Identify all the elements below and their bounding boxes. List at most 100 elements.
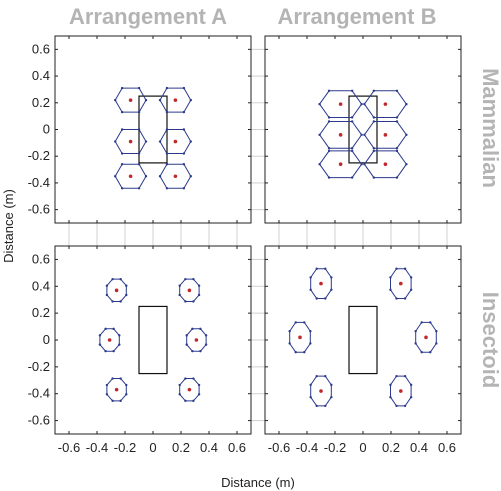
- polygon-vertex: [330, 276, 333, 279]
- foot-center-point: [107, 338, 112, 342]
- foot-center-point: [399, 281, 403, 286]
- polygon-vertex: [191, 327, 194, 331]
- polygon-vertex: [309, 383, 312, 387]
- y-tick-label: -0.6: [28, 413, 50, 428]
- polygon-vertex: [389, 383, 392, 387]
- x-tick-label: 0.6: [228, 440, 246, 455]
- polygon-vertex: [182, 86, 186, 90]
- polygon-vertex: [192, 377, 195, 380]
- polygon-vertex: [350, 149, 354, 153]
- col-title-arrangement-a: Arrangement A: [69, 4, 227, 29]
- polygon-vertex: [395, 176, 399, 179]
- polygon-vertex: [189, 175, 192, 178]
- polygon-vertex: [118, 343, 121, 346]
- foot-center-point: [399, 389, 403, 393]
- polygon-vertex: [360, 133, 363, 137]
- polygon-vertex: [403, 297, 407, 300]
- foot-center-point: [338, 133, 343, 137]
- polygon-vertex: [111, 277, 114, 281]
- polygon-vertex: [105, 383, 109, 387]
- polygon-vertex: [395, 267, 398, 270]
- polygon-vertex: [120, 86, 124, 90]
- polygon-vertex: [405, 133, 408, 137]
- polygon-vertex: [420, 351, 423, 354]
- polygon-vertex: [429, 351, 432, 354]
- polygon-vertex: [318, 102, 321, 106]
- polygon-vertex: [185, 343, 188, 346]
- polygon-vertex: [114, 98, 117, 102]
- polygon-vertex: [120, 128, 124, 131]
- x-tick-label: -0.4: [296, 440, 318, 455]
- foot-center-point: [114, 387, 119, 392]
- polygon-vertex: [409, 383, 413, 387]
- polygon-vertex: [330, 383, 333, 387]
- polygon-vertex: [165, 152, 169, 155]
- polygon-vertex: [395, 89, 399, 92]
- inter-panel-grid: [68, 48, 448, 422]
- y-tick-label: 0.2: [32, 305, 50, 320]
- polygon-vertex: [119, 377, 122, 380]
- polygon-vertex: [204, 334, 208, 337]
- polygon-vertex: [144, 140, 148, 143]
- polygon-vertex: [182, 163, 186, 166]
- polygon-vertex: [294, 351, 297, 354]
- polygon-vertex: [137, 163, 141, 166]
- x-tick-label: -0.6: [58, 440, 80, 455]
- polygon-vertex: [395, 120, 399, 123]
- polygon-vertex: [315, 267, 318, 270]
- polygon-vertex: [350, 120, 354, 123]
- polygon-vertex: [137, 128, 141, 131]
- polygon-vertex: [182, 152, 186, 155]
- polygon-vertex: [137, 86, 141, 90]
- polygon-vertex: [111, 399, 114, 403]
- x-tick-label: 0.4: [410, 440, 428, 455]
- foot-center-point: [338, 102, 343, 106]
- polygon-vertex: [288, 342, 291, 345]
- y-tick-label: 0.4: [32, 68, 50, 83]
- polygon-vertex: [125, 383, 128, 387]
- polygon-vertex: [303, 351, 306, 354]
- robot-body: [138, 95, 168, 164]
- panel-frame: [264, 35, 462, 224]
- polygon-vertex: [395, 116, 399, 119]
- polygon-vertex: [318, 163, 321, 166]
- y-tick-label: 0: [43, 332, 50, 347]
- polygon-vertex: [324, 404, 327, 408]
- polygon-vertex: [395, 297, 398, 300]
- x-tick-label: -0.4: [86, 440, 108, 455]
- polygon-vertex: [405, 102, 408, 106]
- y-tick-label: -0.6: [28, 202, 50, 217]
- polygon-vertex: [324, 297, 327, 300]
- foot-center-point: [194, 338, 199, 342]
- polygon-vertex: [112, 349, 115, 353]
- foot-center-point: [298, 335, 302, 340]
- panel-insectoid-arrangement-a: -0.6 -0.4 -0.2 0 0.2 0.4 0.6 -0.6 -0.4 -0.2 0 0.2 0.…: [28, 245, 252, 455]
- polygon-vertex: [125, 293, 128, 297]
- foot-center-point: [114, 288, 119, 293]
- polygon-vertex: [204, 343, 208, 346]
- foot-center-point: [338, 162, 343, 167]
- polygon-vertex: [184, 277, 187, 281]
- polygon-vertex: [119, 399, 122, 403]
- polygon-vertex: [98, 343, 102, 346]
- foot-center-point: [319, 389, 323, 393]
- row-title-insectoid: Insectoid: [478, 292, 501, 389]
- polygon-vertex: [178, 293, 181, 297]
- foot-center-point: [383, 162, 388, 167]
- polygon-vertex: [389, 276, 392, 279]
- polygon-vertex: [309, 329, 312, 333]
- polygon-vertex: [303, 321, 306, 324]
- foot-center-point: [128, 98, 133, 102]
- polygon-vertex: [395, 147, 399, 150]
- polygon-vertex: [158, 98, 162, 102]
- polygon-vertex: [324, 374, 327, 378]
- polygon-vertex: [165, 187, 169, 190]
- polygon-vertex: [158, 175, 162, 178]
- polygon-vertex: [120, 110, 124, 114]
- polygon-vertex: [165, 86, 169, 90]
- polygon-vertex: [327, 116, 331, 119]
- polygon-vertex: [192, 300, 195, 303]
- polygon-vertex: [363, 163, 366, 166]
- x-tick-label: 0: [359, 440, 366, 455]
- polygon-vertex: [288, 329, 291, 333]
